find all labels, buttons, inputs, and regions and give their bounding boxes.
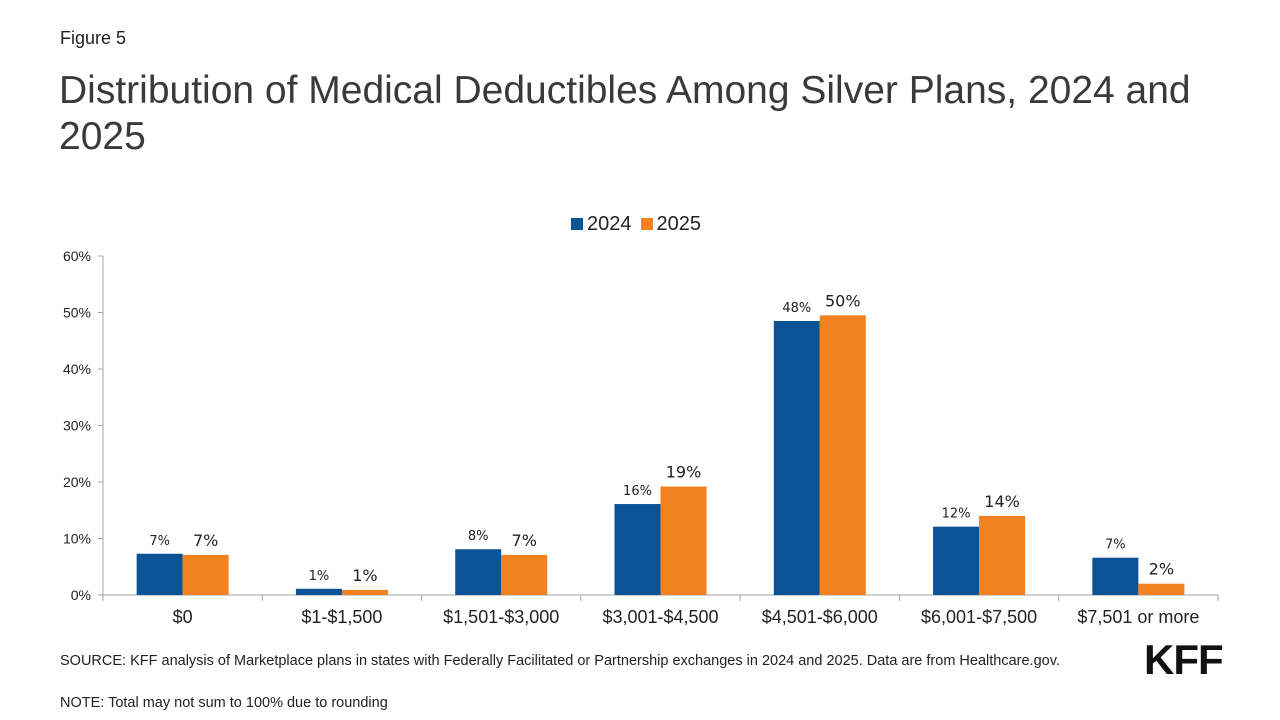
footnote: NOTE: Total may not sum to 100% due to r… (60, 695, 388, 711)
y-tick-label: 60% (63, 248, 91, 264)
data-label-2024: 7% (1105, 538, 1126, 553)
data-label-2025: 50% (825, 291, 861, 310)
chart-title: Distribution of Medical Deductibles Amon… (59, 69, 1191, 158)
x-tick-label: $6,001-$7,500 (921, 607, 1037, 627)
chart-legend: 2024 2025 (571, 212, 710, 236)
data-label-2025: 2% (1149, 560, 1174, 579)
y-tick-label: 40% (63, 361, 91, 377)
x-tick-label: $1-$1,500 (301, 607, 382, 627)
legend-label-2025: 2025 (656, 212, 702, 235)
x-tick-label: $4,501-$6,000 (762, 607, 878, 627)
data-label-2024: 12% (942, 507, 971, 522)
bar-2024 (1092, 557, 1139, 595)
data-label-2025: 14% (984, 492, 1020, 511)
legend-item-2024: 2024 (571, 213, 632, 236)
data-label-2024: 7% (149, 534, 170, 549)
data-label-2024: 8% (468, 529, 489, 544)
bar-2025 (182, 554, 229, 595)
bar-2024 (136, 553, 183, 595)
bar-2024 (455, 549, 502, 595)
bar-2025 (1138, 583, 1185, 595)
data-label-2025: 1% (352, 566, 377, 585)
data-label-2025: 7% (193, 531, 218, 550)
x-tick-label: $0 (173, 607, 193, 627)
data-label-2025: 19% (666, 463, 702, 482)
bar-2024 (614, 504, 661, 595)
bar-2025 (660, 486, 707, 595)
bar-2024 (933, 526, 980, 595)
x-tick-label: $7,501 or more (1077, 607, 1199, 627)
legend-swatch-2025 (640, 218, 653, 230)
bar-2024 (773, 320, 820, 595)
data-label-2025: 7% (512, 531, 537, 550)
data-label-2024: 48% (782, 301, 811, 316)
y-tick-label: 20% (63, 474, 91, 490)
data-label-2024: 16% (623, 484, 652, 499)
figure-label: Figure 5 (60, 28, 127, 48)
source-note: SOURCE: KFF analysis of Marketplace plan… (60, 653, 1060, 669)
bar-2025 (819, 315, 866, 595)
data-label-2024: 1% (309, 569, 330, 584)
y-tick-label: 50% (63, 305, 91, 321)
bar-2025 (341, 589, 388, 595)
legend-label-2024: 2024 (587, 212, 632, 235)
y-tick-label: 10% (63, 531, 91, 547)
bar-2025 (979, 515, 1026, 595)
y-tick-label: 30% (63, 418, 91, 434)
y-tick-label: 0% (71, 587, 91, 603)
x-tick-label: $1,501-$3,000 (443, 607, 559, 627)
x-tick-label: $3,001-$4,500 (602, 607, 718, 627)
bar-2025 (501, 554, 548, 595)
legend-item-2025: 2025 (640, 212, 702, 236)
kff-logo: KFF (1144, 636, 1224, 683)
legend-swatch-2024 (571, 218, 583, 230)
bar-2024 (295, 588, 342, 595)
